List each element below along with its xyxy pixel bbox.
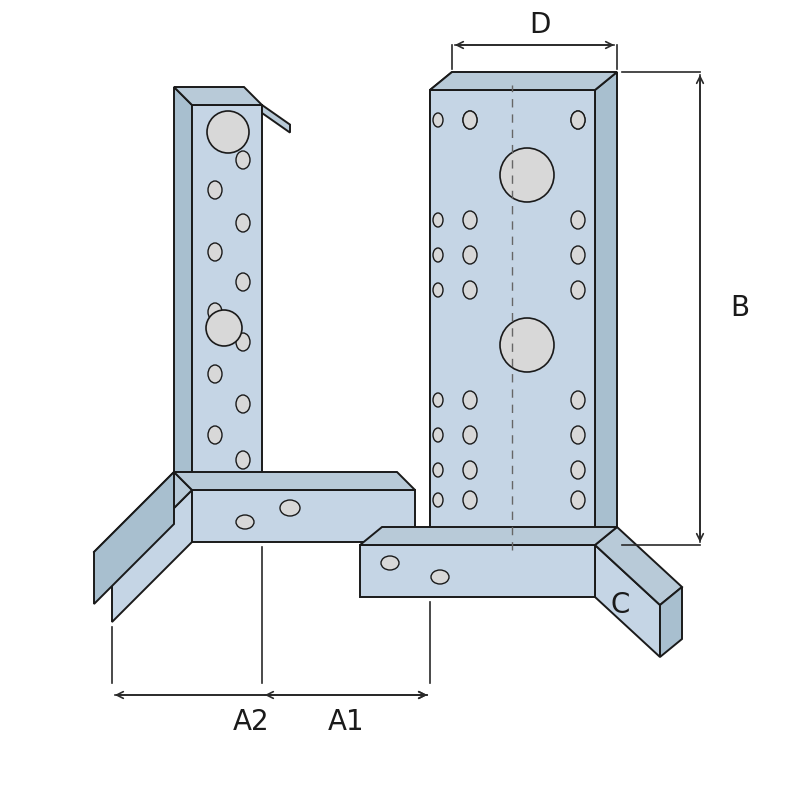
Text: D: D [529, 11, 550, 39]
Circle shape [500, 318, 554, 372]
Ellipse shape [571, 246, 585, 264]
Ellipse shape [236, 395, 250, 413]
Polygon shape [192, 105, 262, 490]
Ellipse shape [208, 365, 222, 383]
Ellipse shape [463, 391, 477, 409]
Ellipse shape [463, 426, 477, 444]
Polygon shape [112, 490, 192, 622]
Ellipse shape [280, 500, 300, 516]
Ellipse shape [433, 113, 443, 127]
Ellipse shape [571, 111, 585, 129]
Polygon shape [595, 72, 617, 545]
Text: A1: A1 [328, 708, 364, 736]
Ellipse shape [571, 211, 585, 229]
Polygon shape [360, 527, 617, 545]
Ellipse shape [433, 428, 443, 442]
Ellipse shape [433, 463, 443, 477]
Ellipse shape [208, 426, 222, 444]
Circle shape [500, 148, 554, 202]
Ellipse shape [463, 246, 477, 264]
Ellipse shape [463, 111, 477, 129]
Ellipse shape [236, 151, 250, 169]
Ellipse shape [208, 303, 222, 321]
Ellipse shape [571, 111, 585, 129]
Ellipse shape [236, 333, 250, 351]
Ellipse shape [433, 283, 443, 297]
Ellipse shape [433, 213, 443, 227]
Ellipse shape [433, 393, 443, 407]
Ellipse shape [208, 243, 222, 261]
Polygon shape [174, 87, 192, 490]
Ellipse shape [381, 556, 399, 570]
Polygon shape [430, 72, 452, 545]
Text: C: C [610, 591, 630, 619]
Ellipse shape [433, 493, 443, 507]
Ellipse shape [463, 111, 477, 129]
Polygon shape [595, 527, 617, 597]
Polygon shape [94, 472, 174, 604]
Polygon shape [174, 87, 262, 105]
Polygon shape [595, 545, 660, 657]
Polygon shape [174, 472, 192, 542]
Polygon shape [660, 587, 682, 657]
Circle shape [207, 111, 249, 153]
Ellipse shape [571, 281, 585, 299]
Ellipse shape [236, 451, 250, 469]
Polygon shape [360, 545, 595, 597]
Ellipse shape [571, 491, 585, 509]
Text: B: B [730, 294, 749, 322]
Circle shape [206, 310, 242, 346]
Ellipse shape [208, 121, 222, 139]
Polygon shape [430, 72, 617, 90]
Text: A2: A2 [233, 708, 270, 736]
Polygon shape [430, 90, 595, 545]
Polygon shape [595, 527, 682, 605]
Ellipse shape [463, 211, 477, 229]
Ellipse shape [236, 273, 250, 291]
Polygon shape [174, 472, 415, 490]
Ellipse shape [463, 461, 477, 479]
Ellipse shape [433, 248, 443, 262]
Polygon shape [94, 472, 192, 570]
Ellipse shape [463, 491, 477, 509]
Ellipse shape [236, 214, 250, 232]
Ellipse shape [236, 515, 254, 529]
Ellipse shape [571, 461, 585, 479]
Ellipse shape [571, 426, 585, 444]
Polygon shape [192, 490, 415, 542]
Ellipse shape [571, 391, 585, 409]
Ellipse shape [208, 181, 222, 199]
Polygon shape [262, 105, 290, 133]
Ellipse shape [431, 570, 449, 584]
Ellipse shape [463, 281, 477, 299]
